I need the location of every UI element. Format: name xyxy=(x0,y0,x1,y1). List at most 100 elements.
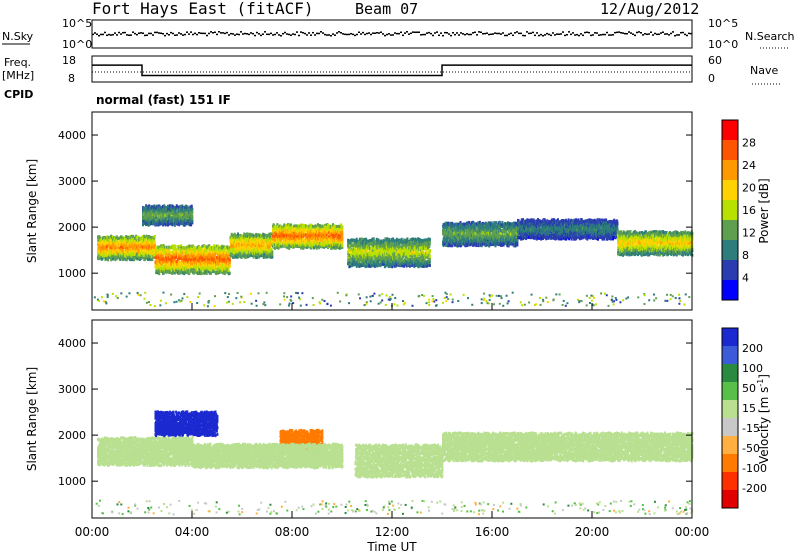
nsky-point xyxy=(306,34,308,36)
nsky-point xyxy=(462,33,464,35)
nsky-point xyxy=(328,34,330,36)
nsky-point xyxy=(644,33,646,35)
nsky-point xyxy=(352,34,354,36)
nsky-point xyxy=(370,34,372,36)
heatmap-cell xyxy=(229,261,231,264)
nsky-point xyxy=(112,34,114,36)
nsky-point xyxy=(160,33,162,35)
nsky-point xyxy=(332,33,334,35)
nsky-point xyxy=(170,32,172,34)
nsky-point xyxy=(388,33,390,35)
nsky-point xyxy=(292,33,294,35)
nsky-point xyxy=(180,33,182,35)
nsky-point xyxy=(634,35,636,37)
nsky-point xyxy=(548,34,550,36)
nsky-point xyxy=(586,31,588,33)
nsky-point xyxy=(228,34,230,36)
nsky-point xyxy=(186,31,188,33)
nsky-point xyxy=(448,33,450,35)
nsky-point xyxy=(218,31,220,33)
nsky-point xyxy=(188,33,190,35)
freq-frame xyxy=(92,56,692,82)
nsky-point xyxy=(550,35,552,37)
nsky-point xyxy=(136,34,138,36)
nsky-point xyxy=(268,34,270,36)
nsky-point xyxy=(208,33,210,35)
nsky-point xyxy=(582,35,584,37)
nsky-point xyxy=(436,31,438,33)
nsky-point xyxy=(630,32,632,34)
heatmap-cell xyxy=(334,225,336,228)
nsky-point xyxy=(532,32,534,34)
nsky-point xyxy=(164,35,166,37)
nsky-point xyxy=(490,34,492,36)
plot-title: Fort Hays East (fitACF) xyxy=(92,0,314,18)
nsky-label: N.Sky xyxy=(2,30,34,43)
heatmap-cell xyxy=(401,238,403,241)
nsky-point xyxy=(314,34,316,36)
nsky-point xyxy=(364,34,366,36)
nsky-point xyxy=(438,35,440,37)
nsky-point xyxy=(256,32,258,34)
nsky-point xyxy=(468,34,470,36)
nsky-point xyxy=(662,31,664,33)
nsky-point xyxy=(638,31,640,33)
nsky-tick-top: 10^5 xyxy=(62,17,92,30)
nsky-point xyxy=(142,32,144,34)
nsky-point xyxy=(120,33,122,35)
nsky-point xyxy=(250,32,252,34)
heatmap-cell xyxy=(175,245,177,248)
heatmap-cell xyxy=(425,248,427,251)
nsky-point xyxy=(688,33,690,35)
nsky-point xyxy=(418,31,420,33)
nsky-point xyxy=(414,32,416,34)
heatmap-cell xyxy=(271,250,273,253)
nsky-point xyxy=(326,34,328,36)
heatmap-cell xyxy=(193,255,195,258)
nsky-point xyxy=(556,33,558,35)
nsky-point xyxy=(616,32,618,34)
nsky-point xyxy=(522,35,524,37)
nsky-point xyxy=(426,32,428,34)
heatmap-cell xyxy=(271,253,273,256)
nsky-point xyxy=(572,32,574,34)
beam-label: Beam 07 xyxy=(355,0,418,18)
heatmap-cell xyxy=(229,272,231,275)
nsky-point xyxy=(144,35,146,37)
nsky-point xyxy=(274,34,276,36)
nsky-point xyxy=(664,33,666,35)
nsky-point xyxy=(464,34,466,36)
heatmap-cell xyxy=(280,245,282,248)
freq-trace xyxy=(92,65,692,75)
nsky-point xyxy=(506,35,508,37)
nsky-point xyxy=(98,35,100,37)
nsky-point xyxy=(152,34,154,36)
nsky-point xyxy=(132,31,134,33)
nsky-point xyxy=(106,35,108,37)
heatmap-cell xyxy=(151,258,153,261)
nsky-point xyxy=(658,33,660,35)
power-panel: 4000300020001000 Slant Range [km] 282420… xyxy=(25,112,771,310)
nsky-point xyxy=(302,32,304,34)
nsky-point xyxy=(474,32,476,33)
nsky-point xyxy=(234,34,236,36)
cpid-text: normal (fast) 151 IF xyxy=(96,93,231,107)
nsky-point xyxy=(360,33,362,35)
nsky-point xyxy=(146,34,148,36)
nsky-point xyxy=(278,34,280,36)
nave-tick-bottom: 0 xyxy=(708,72,715,85)
nsky-point xyxy=(458,34,460,36)
heatmap-cell xyxy=(378,239,380,242)
nsky-point xyxy=(540,34,542,36)
nsky-point xyxy=(224,33,226,35)
nsky-point xyxy=(496,33,498,35)
freq-tick-top: 18 xyxy=(62,54,76,67)
nsky-point xyxy=(368,32,370,34)
nsky-point xyxy=(104,32,106,34)
nsky-point xyxy=(660,32,662,34)
nsky-point xyxy=(182,34,184,36)
nsky-point xyxy=(640,32,642,34)
nsky-point xyxy=(480,32,482,33)
nsky-point xyxy=(130,34,132,36)
heatmap-cell xyxy=(154,241,156,244)
